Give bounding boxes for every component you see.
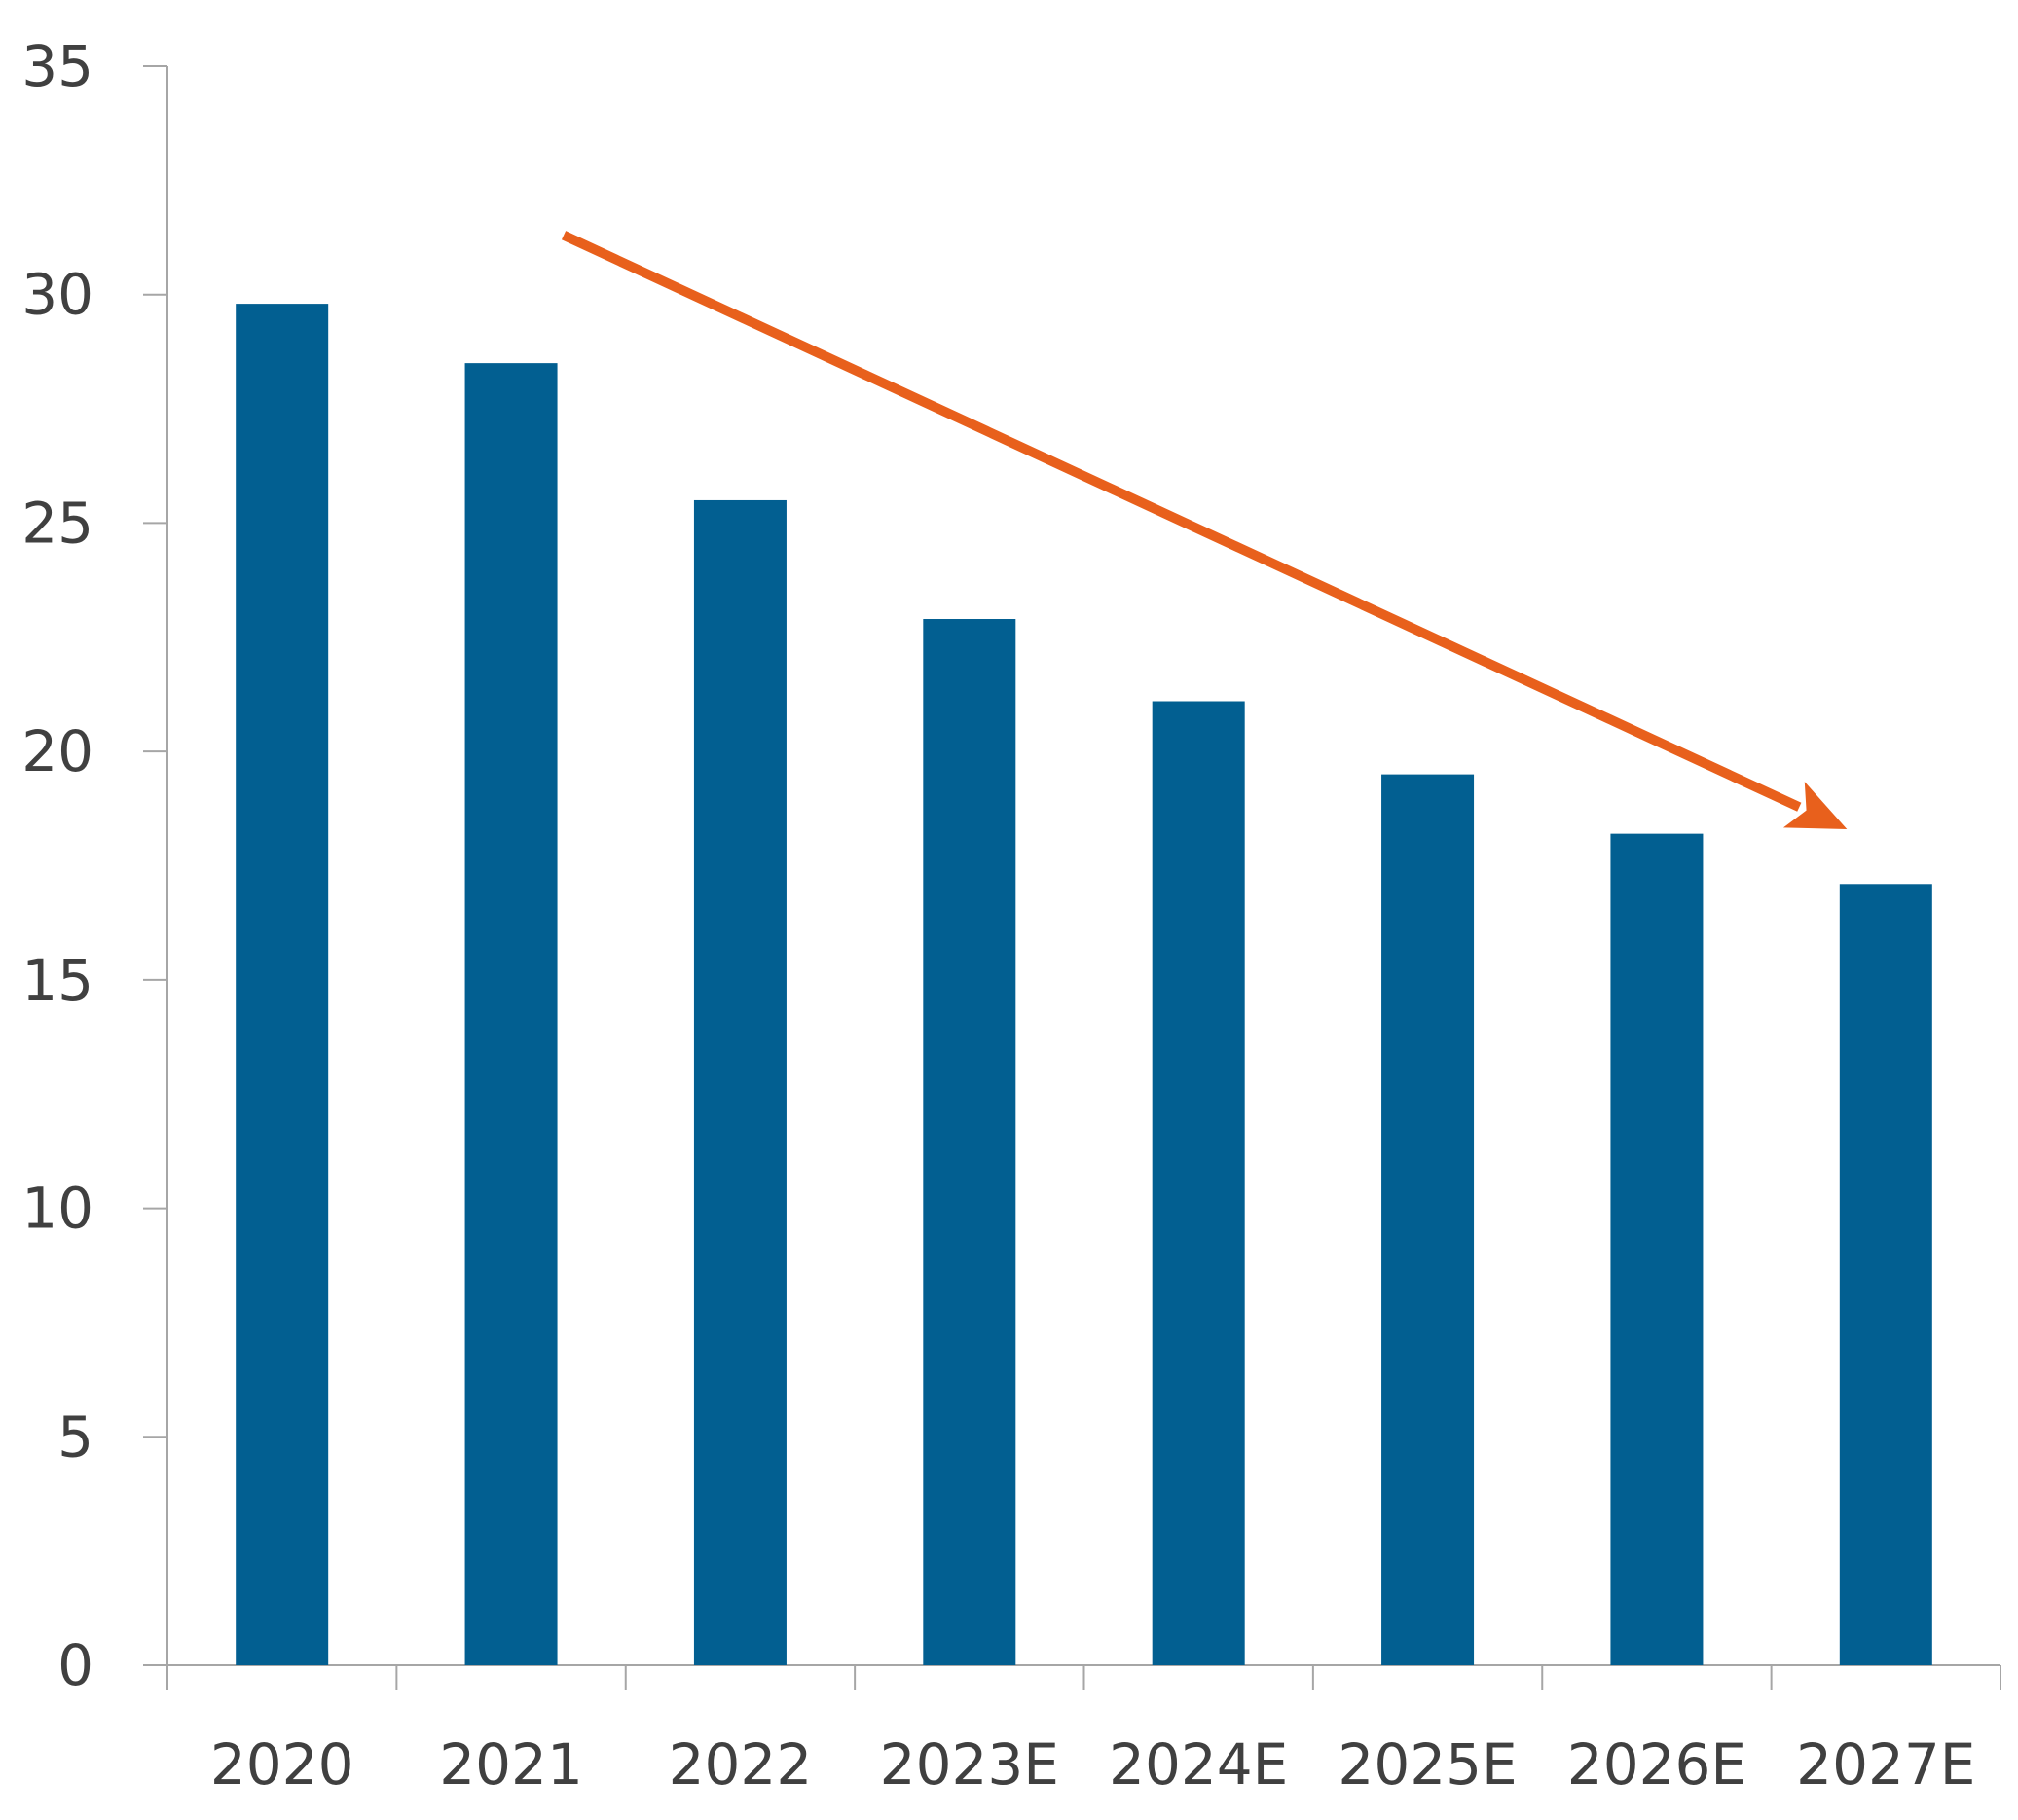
trend-arrow bbox=[561, 231, 1848, 829]
y-tick-label: 15 bbox=[21, 947, 93, 1013]
bar-2020 bbox=[236, 304, 329, 1666]
bar-2025e bbox=[1381, 774, 1475, 1665]
y-tick-label: 25 bbox=[21, 490, 93, 556]
y-axis-ticks: 0 5 10 15 20 25 30 35 bbox=[21, 33, 167, 1698]
axes bbox=[166, 66, 2000, 1666]
bar-2027e bbox=[1839, 884, 1932, 1665]
bar-2023e bbox=[923, 619, 1016, 1665]
bar-2021 bbox=[464, 363, 558, 1666]
annotations bbox=[561, 231, 1848, 829]
x-tick-label: 2022 bbox=[669, 1731, 813, 1798]
y-tick-label: 0 bbox=[57, 1632, 93, 1698]
y-tick-label: 35 bbox=[21, 33, 93, 99]
x-tick-label: 2024E bbox=[1109, 1731, 1288, 1798]
trend-arrow-head bbox=[1782, 782, 1848, 829]
bars bbox=[236, 304, 1932, 1666]
bar-2022 bbox=[693, 499, 787, 1665]
x-tick-label: 2023E bbox=[880, 1731, 1059, 1798]
y-tick-label: 30 bbox=[21, 262, 93, 328]
x-tick-label: 2020 bbox=[210, 1731, 354, 1798]
bar-2024e bbox=[1152, 701, 1245, 1665]
trend-arrow-shaft bbox=[561, 231, 1802, 812]
y-tick-label: 20 bbox=[21, 718, 93, 784]
x-tick-label: 2021 bbox=[439, 1731, 583, 1798]
x-tick-label: 2027E bbox=[1796, 1731, 1975, 1798]
x-axis-ticks: 2020 2021 2022 2023E 2024E 2025E 2026E 2027E bbox=[166, 1665, 2001, 1798]
x-tick-label: 2026E bbox=[1567, 1731, 1746, 1798]
y-tick-label: 10 bbox=[21, 1176, 93, 1242]
x-tick-label: 2025E bbox=[1338, 1731, 1517, 1798]
y-tick-label: 5 bbox=[57, 1403, 93, 1470]
bar-2026e bbox=[1610, 833, 1704, 1665]
